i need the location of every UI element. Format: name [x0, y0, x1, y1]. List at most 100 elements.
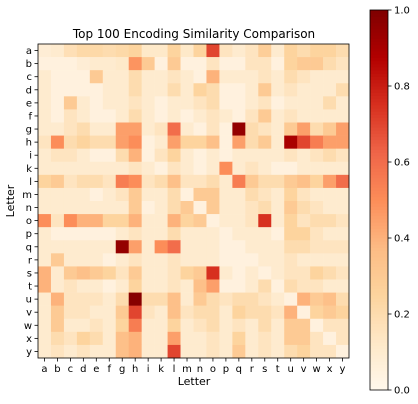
heatmap-cell	[206, 227, 220, 241]
heatmap-cell	[193, 240, 207, 254]
colorbar-segment	[370, 16, 388, 20]
colorbar: 0.0 0.2 0.4 0.6 0.8 1.0	[369, 6, 410, 397]
heatmap-cell	[167, 109, 181, 123]
heatmap-cell	[193, 266, 207, 280]
heatmap-cell	[50, 70, 65, 84]
y-tick-label: r	[28, 255, 33, 266]
heatmap-cell	[323, 122, 337, 136]
colorbar-segment	[370, 32, 388, 36]
heatmap-cell	[258, 344, 272, 359]
colorbar-segment	[370, 158, 388, 163]
heatmap-cell	[128, 331, 142, 346]
heatmap-cell	[336, 305, 350, 320]
heatmap-cell	[180, 305, 194, 320]
heatmap-cell	[102, 253, 117, 267]
colorbar-segment	[370, 367, 388, 372]
heatmap-cell	[63, 83, 78, 97]
heatmap-cell	[50, 57, 65, 71]
heatmap-cell	[50, 279, 65, 293]
heatmap-cell	[115, 44, 130, 58]
heatmap-cell	[50, 240, 65, 254]
colorbar-segment	[370, 352, 388, 356]
heatmap-cell	[284, 227, 298, 241]
heatmap-cell	[102, 266, 117, 280]
heatmap-cell	[141, 109, 155, 123]
heatmap-cell	[167, 214, 181, 228]
heatmap-cell	[193, 96, 207, 110]
heatmap-cell	[336, 161, 350, 176]
heatmap-cell	[206, 174, 220, 189]
heatmap-cell	[102, 331, 117, 346]
heatmap-cell	[141, 292, 155, 306]
heatmap-cell	[258, 214, 272, 228]
x-tick-label: q	[236, 364, 242, 375]
heatmap-cell	[76, 305, 91, 320]
heatmap-cell	[167, 240, 181, 254]
heatmap-cell	[258, 109, 272, 123]
heatmap-cell	[193, 227, 207, 241]
colorbar-segment	[370, 54, 388, 58]
heatmap-cell	[271, 227, 285, 241]
heatmap-cell	[154, 253, 168, 267]
heatmap-cell	[50, 161, 65, 176]
heatmap-cell	[284, 201, 298, 215]
heatmap-cell	[63, 240, 78, 254]
heatmap-cell	[310, 161, 324, 176]
heatmap-cell	[89, 174, 104, 189]
heatmap-cell	[167, 279, 181, 293]
heatmap-cell	[154, 266, 168, 280]
heatmap-cell	[115, 227, 130, 241]
heatmap-cell	[232, 96, 246, 110]
heatmap-cell	[284, 135, 298, 149]
heatmap-cell	[206, 279, 220, 293]
heatmap-cell	[193, 44, 207, 58]
heatmap-cell	[310, 201, 324, 215]
heatmap-cell	[245, 344, 259, 359]
heatmap-cell	[284, 57, 298, 71]
heatmap-cell	[219, 214, 233, 228]
heatmap-cell	[310, 70, 324, 84]
heatmap-cell	[50, 331, 65, 346]
x-tick-label: a	[41, 364, 47, 375]
heatmap-cell	[219, 187, 233, 202]
colorbar-segment	[370, 181, 388, 185]
heatmap-cell	[89, 305, 104, 320]
colorbar-tick-label: 0.4	[394, 234, 410, 245]
heatmap-cell	[206, 44, 220, 58]
colorbar-segment	[370, 272, 388, 277]
heatmap-cell	[284, 279, 298, 293]
colorbar-segment	[370, 143, 388, 147]
heatmap-cell	[63, 318, 78, 333]
heatmap-cell	[336, 109, 350, 123]
heatmap-cell	[141, 57, 155, 71]
heatmap-cell	[154, 279, 168, 293]
colorbar-segment	[370, 377, 388, 381]
heatmap-cell	[206, 240, 220, 254]
heatmap-cell	[232, 331, 246, 346]
heatmap-cell	[115, 122, 130, 136]
heatmap-cell	[193, 57, 207, 71]
heatmap-cell	[89, 83, 104, 97]
heatmap-cell	[297, 292, 311, 306]
heatmap-cell	[310, 109, 324, 123]
heatmap-cell	[115, 148, 130, 163]
heatmap-cell	[310, 44, 324, 58]
heatmap-cell	[297, 187, 311, 202]
colorbar-segment	[370, 250, 388, 255]
heatmap-cell	[258, 201, 272, 215]
heatmap-cell	[258, 227, 272, 241]
heatmap-cell	[128, 214, 142, 228]
colorbar-segment	[370, 355, 388, 359]
heatmap-cell	[232, 122, 246, 136]
x-tick-label: i	[147, 364, 150, 375]
heatmap-cell	[271, 253, 285, 267]
heatmap-cell	[245, 331, 259, 346]
heatmap-cell	[89, 122, 104, 136]
x-tick-label: v	[301, 364, 307, 375]
heatmap-cell	[141, 344, 155, 359]
heatmap-cell	[89, 96, 104, 110]
colorbar-segment	[370, 323, 388, 328]
heatmap-cell	[180, 122, 194, 136]
heatmap-cell	[297, 201, 311, 215]
heatmap-cell	[297, 344, 311, 359]
